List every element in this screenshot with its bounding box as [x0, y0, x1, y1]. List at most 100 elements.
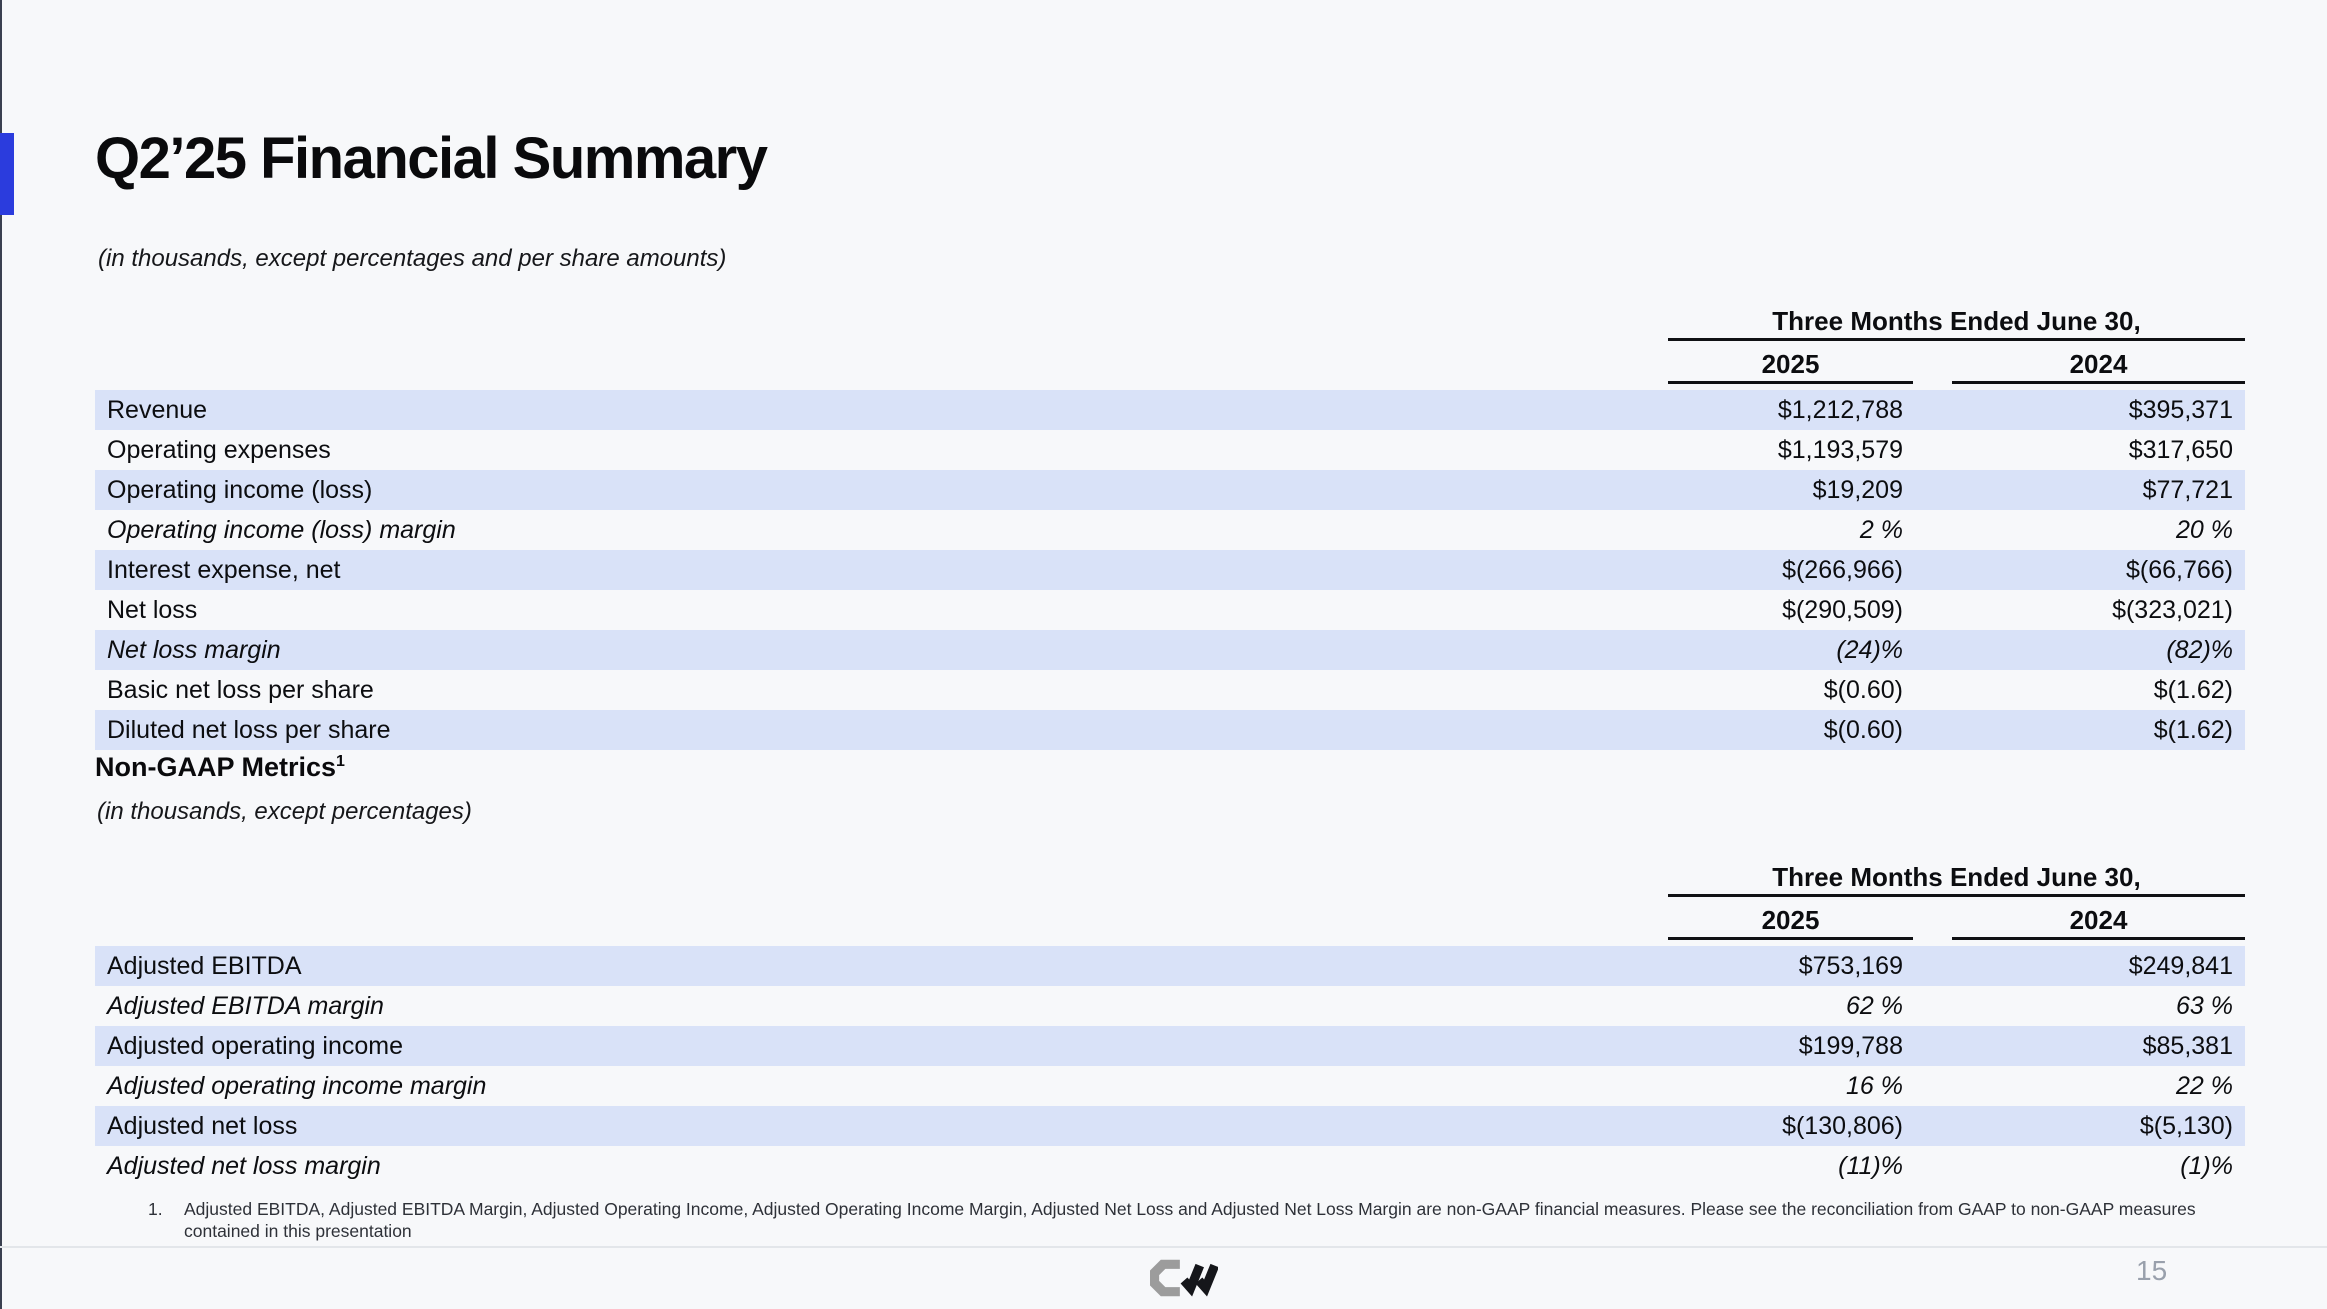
- value-2024: 63 %: [2176, 992, 2233, 1020]
- year-header-row: 2025 2024: [95, 341, 2245, 387]
- row-label: Adjusted EBITDA margin: [107, 992, 384, 1020]
- coreweave-cw-logo-icon: [1150, 1259, 1218, 1297]
- table-row: Diluted net loss per share $(0.60) $(1.6…: [95, 710, 2245, 750]
- column-header-2024: 2024: [1952, 897, 2245, 940]
- column-gap: [1913, 1146, 1952, 1186]
- value-2025: 16 %: [1846, 1072, 1903, 1100]
- column-gap: [1913, 630, 1952, 670]
- period-header: Three Months Ended June 30,: [1668, 852, 2245, 897]
- column-gap: [1913, 986, 1952, 1026]
- value-2024: 20 %: [2176, 516, 2233, 544]
- table-row: Net loss $(290,509) $(323,021): [95, 590, 2245, 630]
- value-2024: $(1.62): [2153, 716, 2233, 744]
- page-title: Q2’25 Financial Summary: [95, 126, 768, 191]
- value-2025: $1,212,788: [1777, 396, 1903, 424]
- non-gaap-heading-text: Non-GAAP Metrics: [95, 752, 337, 782]
- value-2025: $(290,509): [1782, 596, 1903, 624]
- table-row: Operating income (loss) $19,209 $77,721: [95, 470, 2245, 510]
- table-row: Adjusted operating income $199,788 $85,3…: [95, 1026, 2245, 1066]
- title-accent-bar: [0, 133, 14, 215]
- column-gap: [1913, 1066, 1952, 1106]
- column-gap: [1913, 1026, 1952, 1066]
- value-2025: $(0.60): [1823, 716, 1903, 744]
- non-gaap-units-note: (in thousands, except percentages): [97, 798, 472, 825]
- value-2024: $(66,766): [2125, 556, 2233, 584]
- value-2024: $(323,021): [2112, 596, 2233, 624]
- year-header-row: 2025 2024: [95, 897, 2245, 943]
- value-2024: 22 %: [2176, 1072, 2233, 1100]
- column-header-2025: 2025: [1668, 341, 1913, 384]
- row-label: Net loss margin: [107, 636, 281, 664]
- row-label: Operating income (loss): [107, 476, 373, 504]
- value-2025: $19,209: [1812, 476, 1903, 504]
- column-gap: [1913, 710, 1952, 750]
- column-gap: [1913, 430, 1952, 470]
- non-gaap-heading: Non-GAAP Metrics1: [95, 752, 345, 783]
- row-label: Basic net loss per share: [107, 676, 374, 704]
- value-2024: (1)%: [2180, 1152, 2233, 1180]
- row-label: Revenue: [107, 396, 208, 424]
- row-label: Adjusted net loss margin: [107, 1152, 381, 1180]
- value-2024: $(5,130): [2139, 1112, 2233, 1140]
- footnote-text: Adjusted EBITDA, Adjusted EBITDA Margin,…: [184, 1199, 2196, 1241]
- column-gap: [1913, 470, 1952, 510]
- non-gaap-table: Three Months Ended June 30, 2025 2024 Ad…: [95, 852, 2245, 1186]
- footnote-reference: 1: [336, 753, 345, 770]
- value-2025: $199,788: [1798, 1032, 1903, 1060]
- column-gap: [1913, 1106, 1952, 1146]
- page-number: 15: [2136, 1255, 2168, 1286]
- value-2025: (24)%: [1836, 636, 1903, 664]
- gaap-summary-table: Three Months Ended June 30, 2025 2024 Re…: [95, 296, 2245, 750]
- row-label: Net loss: [107, 596, 198, 624]
- column-gap: [1913, 946, 1952, 986]
- table-row: Adjusted net loss $(130,806) $(5,130): [95, 1106, 2245, 1146]
- period-header: Three Months Ended June 30,: [1668, 296, 2245, 341]
- value-2024: $317,650: [2128, 436, 2233, 464]
- column-gap: [1913, 550, 1952, 590]
- row-label: Adjusted EBITDA: [107, 952, 302, 980]
- value-2024: $77,721: [2142, 476, 2233, 504]
- value-2025: $(130,806): [1782, 1112, 1903, 1140]
- footnote-number: 1.: [148, 1199, 163, 1219]
- value-2025: $(0.60): [1823, 676, 1903, 704]
- value-2024: $395,371: [2128, 396, 2233, 424]
- table-row: Interest expense, net $(266,966) $(66,76…: [95, 550, 2245, 590]
- gaap-table-rows: Revenue $1,212,788 $395,371 Operating ex…: [95, 390, 2245, 750]
- table-row-margin: Adjusted EBITDA margin 62 % 63 %: [95, 986, 2245, 1026]
- row-label: Adjusted operating income: [107, 1032, 404, 1060]
- value-2025: 62 %: [1846, 992, 1903, 1020]
- column-gap: [1913, 590, 1952, 630]
- table-row-margin: Adjusted operating income margin 16 % 22…: [95, 1066, 2245, 1106]
- column-gap: [1913, 510, 1952, 550]
- table-row-margin: Net loss margin (24)% (82)%: [95, 630, 2245, 670]
- column-gap: [1913, 670, 1952, 710]
- table-row: Basic net loss per share $(0.60) $(1.62): [95, 670, 2245, 710]
- row-label: Diluted net loss per share: [107, 716, 391, 744]
- footnote: 1. Adjusted EBITDA, Adjusted EBITDA Marg…: [148, 1198, 2220, 1242]
- column-header-2025: 2025: [1668, 897, 1913, 940]
- table-row: Revenue $1,212,788 $395,371: [95, 390, 2245, 430]
- row-label: Operating expenses: [107, 436, 331, 464]
- window-left-edge: [0, 0, 2, 1309]
- value-2024: $249,841: [2128, 952, 2233, 980]
- value-2024: (82)%: [2166, 636, 2233, 664]
- value-2025: (11)%: [1838, 1152, 1903, 1180]
- row-label: Adjusted operating income margin: [107, 1072, 487, 1100]
- table-row: Adjusted EBITDA $753,169 $249,841: [95, 946, 2245, 986]
- value-2025: 2 %: [1859, 516, 1903, 544]
- units-note: (in thousands, except percentages and pe…: [98, 245, 727, 272]
- value-2025: $753,169: [1798, 952, 1903, 980]
- value-2025: $1,193,579: [1777, 436, 1903, 464]
- row-label: Operating income (loss) margin: [107, 516, 456, 544]
- non-gaap-table-rows: Adjusted EBITDA $753,169 $249,841 Adjust…: [95, 946, 2245, 1186]
- column-gap: [1913, 390, 1952, 430]
- table-row-margin: Operating income (loss) margin 2 % 20 %: [95, 510, 2245, 550]
- footer-divider: [0, 1246, 2327, 1248]
- value-2024: $(1.62): [2153, 676, 2233, 704]
- value-2024: $85,381: [2142, 1032, 2233, 1060]
- row-label: Adjusted net loss: [107, 1112, 298, 1140]
- table-row-margin: Adjusted net loss margin (11)% (1)%: [95, 1146, 2245, 1186]
- table-row: Operating expenses $1,193,579 $317,650: [95, 430, 2245, 470]
- value-2025: $(266,966): [1782, 556, 1903, 584]
